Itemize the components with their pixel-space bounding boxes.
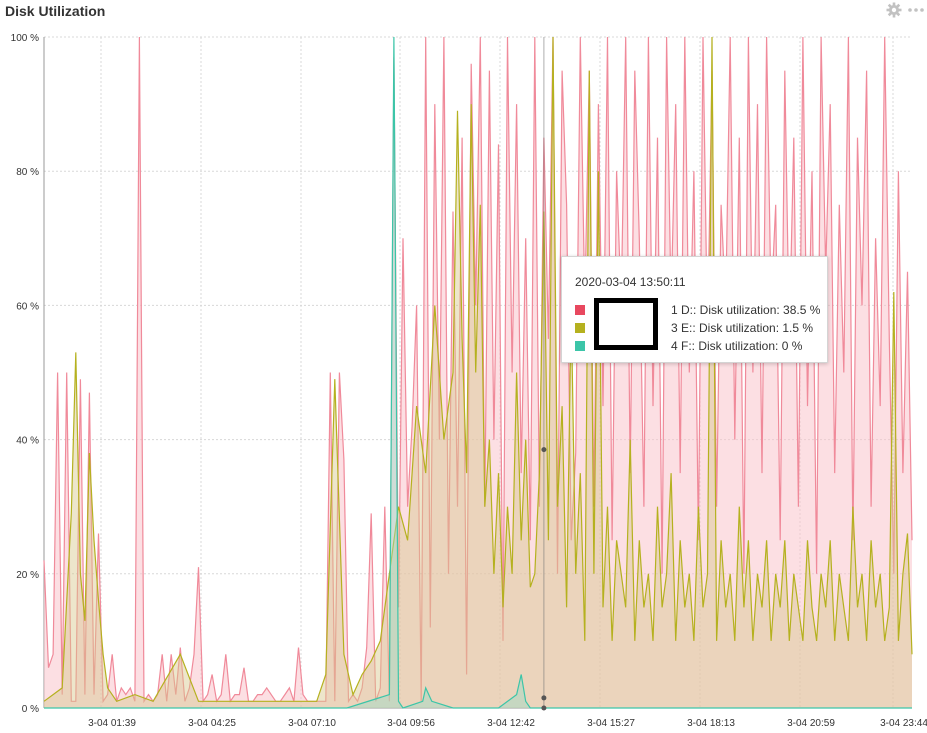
gear-icon[interactable] [885, 1, 903, 19]
y-tick-label: 60 % [16, 301, 39, 312]
x-tick-label: 3-04 12:42 [487, 718, 535, 729]
legend-swatch-f [575, 341, 585, 351]
cursor-point [541, 447, 547, 453]
x-tick-label: 3-04 01:39 [88, 718, 136, 729]
x-tick-label: 3-04 09:56 [387, 718, 435, 729]
hover-tooltip: 2020-03-04 13:50:11 1 D:: Disk utilizati… [561, 256, 828, 363]
x-axis: 3-04 01:39 3-04 04:25 3-04 07:10 3-04 09:56… [88, 718, 927, 729]
series-line-2 [44, 36, 912, 709]
tooltip-label-d: 1 D:: Disk utilization: 38.5 % [671, 303, 821, 317]
hover-cursor [541, 37, 547, 711]
tooltip-label-f: 4 F:: Disk utilization: 0 % [671, 339, 803, 353]
widget-title: Disk Utilization [5, 3, 106, 19]
x-tick-label: 3-04 23:44 [880, 718, 927, 729]
series-line-1 [43, 36, 913, 703]
x-tick-label: 3-04 07:10 [288, 718, 336, 729]
tooltip-timestamp: 2020-03-04 13:50:11 [575, 275, 686, 289]
y-tick-label: 40 % [16, 436, 39, 447]
ellipsis-icon[interactable] [907, 1, 925, 19]
y-axis: 0 % 20 % 40 % 60 % 80 % 100 % [11, 33, 39, 715]
y-tick-label: 0 % [22, 704, 39, 715]
series-area-0 [44, 37, 912, 708]
x-tick-label: 3-04 04:25 [188, 718, 236, 729]
x-tick-label: 3-04 15:27 [587, 718, 635, 729]
series-layer [43, 36, 913, 709]
legend-swatch-d [575, 305, 585, 315]
y-tick-label: 100 % [11, 33, 39, 44]
cursor-point [541, 705, 547, 711]
series-line-0 [43, 36, 913, 704]
tooltip-row-d: 1 D:: Disk utilization: 38.5 % [575, 303, 820, 317]
cursor-point [541, 695, 547, 701]
tooltip-label-e: 3 E:: Disk utilization: 1.5 % [671, 321, 814, 335]
widget-header: Disk Utilization [0, 0, 927, 24]
tooltip-row-e: 3 E:: Disk utilization: 1.5 % [575, 321, 813, 335]
y-tick-label: 20 % [16, 570, 39, 581]
y-tick-label: 80 % [16, 167, 39, 178]
redaction-box [594, 298, 658, 350]
legend-swatch-e [575, 323, 585, 333]
tooltip-row-f: 4 F:: Disk utilization: 0 % [575, 339, 802, 353]
x-tick-label: 3-04 20:59 [787, 718, 835, 729]
series-area-1 [44, 37, 912, 708]
x-tick-label: 3-04 18:13 [687, 718, 735, 729]
